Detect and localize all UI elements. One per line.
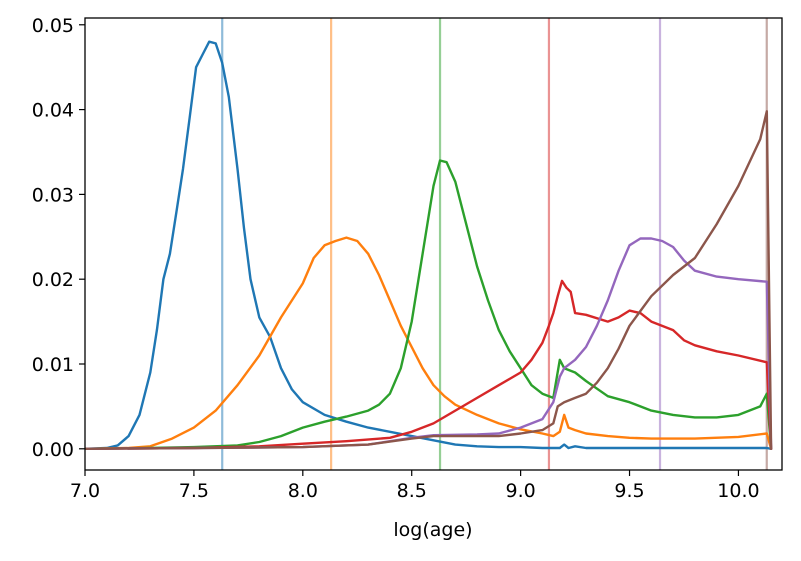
y-tick-label: 0.02 (32, 269, 74, 291)
series-line-5 (85, 237, 773, 450)
x-tick-label: 7.0 (70, 480, 100, 502)
x-tick-label: 9.5 (614, 480, 644, 502)
x-tick-label: 8.0 (288, 480, 318, 502)
series-line-2 (85, 236, 773, 450)
y-tick-label: 0.04 (32, 100, 74, 122)
plot-area (85, 18, 773, 470)
y-tick-label: 0.00 (32, 439, 74, 461)
plot-content (85, 18, 773, 470)
x-tick-label: 7.5 (179, 480, 209, 502)
y-tick-label: 0.03 (32, 184, 74, 206)
series-line-3 (85, 159, 773, 450)
x-tick-label: 9.0 (506, 480, 536, 502)
x-tick-label: 10.0 (717, 480, 759, 502)
plot-frame (84, 17, 783, 471)
series-line-4 (85, 279, 773, 450)
y-tick-label: 0.01 (32, 354, 74, 376)
y-tick-label: 0.05 (32, 15, 74, 37)
x-axis-label: log(age) (393, 519, 472, 541)
x-tick-label: 8.5 (397, 480, 427, 502)
series-line-6 (85, 110, 773, 450)
axes: 7.0 7.5 8.0 8.5 9.0 9.5 10.0 0.00 0.01 0.02 0.03 0.… (32, 15, 760, 502)
